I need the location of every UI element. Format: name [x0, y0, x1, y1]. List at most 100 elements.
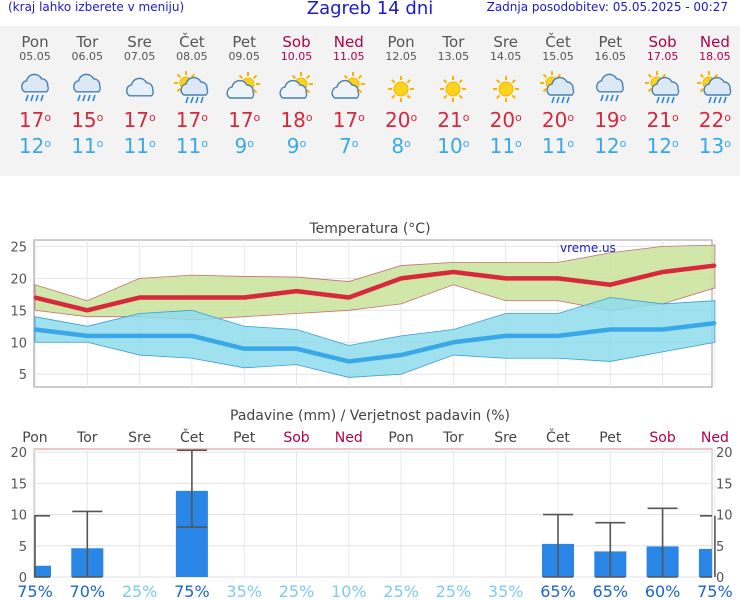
min-temperature-point — [295, 347, 298, 351]
max-temperature: 18o — [271, 107, 323, 133]
max-temperature: 21o — [637, 107, 689, 133]
y-tick-label: 20 — [10, 272, 27, 287]
min-temperature: 12o — [9, 133, 61, 159]
max-temperature: 17o — [323, 107, 375, 133]
x-tick-label: Pet — [233, 430, 256, 446]
degree-mark: o — [351, 137, 359, 150]
max-temperature-point — [347, 296, 351, 300]
min-temperature-point — [713, 321, 717, 325]
day-date: 16.05 — [594, 50, 627, 63]
min-temperature-point — [138, 334, 142, 338]
rain-cloud-icon — [21, 73, 49, 102]
precipitation-probability: 65% — [593, 582, 629, 600]
max-temperature-value: 18 — [280, 108, 306, 132]
day-date: 06.05 — [71, 50, 104, 63]
precipitation-bar — [698, 548, 712, 577]
forecast-day: Pet 09.05 17o 9o — [218, 26, 270, 159]
precipitation-probability: 60% — [645, 582, 681, 600]
max-temperature: 17o — [9, 107, 61, 133]
precipitation-probability: 25% — [436, 582, 472, 600]
forecast-day: Čet 08.05 17o 11o — [166, 26, 218, 159]
forecast-day: Tor 06.05 15o 11o — [61, 26, 113, 159]
watermark: vreme.us — [560, 241, 616, 255]
day-name: Čet — [179, 33, 205, 51]
min-temperature-point — [399, 353, 403, 357]
forecast-day: Pet 16.05 19o 12o — [584, 26, 636, 159]
day-date: 05.05 — [19, 50, 51, 63]
sun-rain-cloud-icon — [696, 71, 732, 104]
max-temperature-value: 22 — [698, 108, 725, 132]
max-temperature-point — [556, 276, 560, 280]
y-tick-label-right: 15 — [716, 477, 733, 492]
max-temperature-point — [451, 270, 455, 274]
temperature-chart: Temperatura (°C) 5 10 15 20 25 vreme.us — [10, 221, 717, 388]
precipitation-probability: 25% — [122, 582, 158, 600]
location-menu-hint[interactable]: (kraj lahko izberete v meniju) — [8, 0, 185, 14]
max-temperature-point — [85, 308, 89, 312]
min-temperature-point — [242, 347, 246, 351]
min-temperature-value: 7 — [339, 134, 352, 158]
degree-mark: o — [515, 137, 522, 150]
degree-mark: o — [410, 111, 418, 124]
y-tick-label: 15 — [10, 304, 27, 319]
precipitation-probability: 65% — [540, 582, 576, 600]
max-temperature-value: 21 — [437, 108, 463, 132]
degree-mark: o — [671, 137, 679, 150]
max-temperature-point — [295, 289, 298, 293]
max-temperature-value: 17 — [228, 108, 254, 132]
min-temperature-point — [33, 327, 37, 331]
min-temperature: 11o — [61, 133, 113, 159]
precipitation-chart: Padavine (mm) / Verjetnost padavin (%) Po… — [10, 408, 733, 600]
max-temperature-value: 20 — [385, 108, 411, 132]
x-tick-label: Tor — [442, 430, 464, 446]
max-temperature-range-band — [34, 244, 716, 321]
y-tick-label-right: 10 — [716, 509, 733, 524]
min-temperature-point — [608, 327, 612, 331]
y-tick-label-left: 0 — [19, 571, 27, 586]
min-temperature: 11o — [166, 133, 218, 159]
degree-mark: o — [671, 111, 679, 124]
max-temperature-value: 15 — [71, 108, 97, 132]
min-temperature-point — [504, 334, 508, 338]
min-temperature-value: 12 — [646, 134, 672, 158]
degree-mark: o — [44, 111, 52, 124]
day-name: Pet — [598, 33, 623, 51]
min-temperature: 11o — [114, 133, 166, 159]
y-tick-label-right: 20 — [716, 446, 733, 461]
sun-icon — [492, 76, 519, 102]
day-date: 12.05 — [385, 50, 417, 63]
max-temperature-value: 19 — [594, 108, 620, 132]
day-name: Sre — [127, 33, 152, 51]
precipitation-probability: 75% — [17, 582, 53, 600]
last-updated: Zadnja posodobitev: 05.05.2025 - 00:27 — [486, 0, 728, 14]
degree-mark: o — [44, 137, 52, 150]
degree-mark: o — [462, 137, 470, 150]
day-date: 13.05 — [437, 50, 470, 63]
max-temperature: 17o — [114, 107, 166, 133]
precipitation-probability: 25% — [279, 582, 315, 600]
degree-mark: o — [96, 111, 104, 124]
y-tick-label: 10 — [10, 336, 27, 351]
max-temperature: 17o — [166, 107, 218, 133]
partly-cloudy-icon — [331, 72, 365, 99]
day-date: 18.05 — [699, 50, 731, 63]
max-temperature: 21o — [427, 107, 479, 133]
max-temperature-value: 17 — [18, 108, 45, 132]
y-tick-label: 25 — [10, 240, 27, 255]
degree-mark: o — [567, 137, 575, 150]
min-temperature-value: 11 — [123, 134, 149, 158]
x-tick-label: Pon — [22, 430, 47, 446]
max-temperature-value: 17 — [123, 108, 149, 132]
max-temperature: 15o — [61, 107, 113, 133]
min-temperature-value: 13 — [698, 134, 725, 158]
forecast-day: Tor 13.05 21o 10o — [427, 26, 479, 159]
max-temperature-value: 21 — [646, 108, 672, 132]
min-temperature: 13o — [689, 133, 740, 159]
degree-mark: o — [253, 111, 261, 124]
min-temperature-value: 12 — [18, 134, 45, 158]
forecast-day: Sob 17.05 21o 12o — [637, 26, 689, 159]
precipitation-probability: 35% — [226, 582, 262, 600]
day-date: 08.05 — [176, 50, 208, 63]
min-temperature-point — [556, 334, 560, 338]
precipitation-probability: 70% — [70, 582, 106, 600]
